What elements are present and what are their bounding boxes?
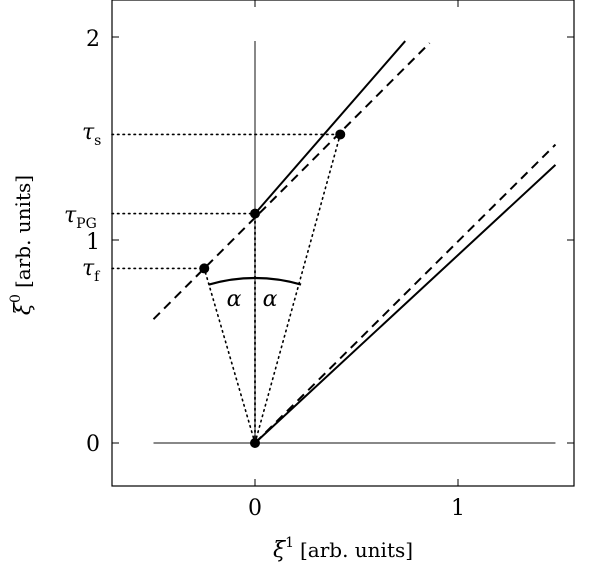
angle-arc xyxy=(208,276,302,286)
origin-point xyxy=(250,438,260,448)
x-tick-label-0: 0 xyxy=(248,496,262,521)
tau-pg-label: τPG xyxy=(64,203,97,232)
tau-f-label: τf xyxy=(82,256,101,285)
y-tick-label-2: 2 xyxy=(86,27,100,52)
tau-s-point xyxy=(335,129,346,140)
alpha-label-left: α xyxy=(227,287,242,312)
tick-marks xyxy=(112,0,574,486)
x-axis-title: ξ1 [arb. units] xyxy=(273,535,413,563)
alpha-label-right: α xyxy=(263,287,278,312)
upper-solid-line xyxy=(254,40,406,215)
dotted-ray-tau-s xyxy=(254,133,342,444)
tau-pg-point xyxy=(250,208,260,219)
lower-dashed-line xyxy=(254,143,557,444)
y-tick-label-0: 0 xyxy=(86,432,100,457)
plot-frame xyxy=(111,0,575,487)
upper-dashed-line xyxy=(152,42,431,320)
x-tick-label-1: 1 xyxy=(451,496,465,521)
dotted-guides xyxy=(111,133,342,444)
lower-solid-line xyxy=(254,164,557,444)
y-axis-title: ξ0[arb. units] xyxy=(8,175,36,315)
tau-s-label: τs xyxy=(82,120,101,149)
y-tick-label-1: 1 xyxy=(86,230,100,255)
tau-f-point xyxy=(199,263,210,274)
